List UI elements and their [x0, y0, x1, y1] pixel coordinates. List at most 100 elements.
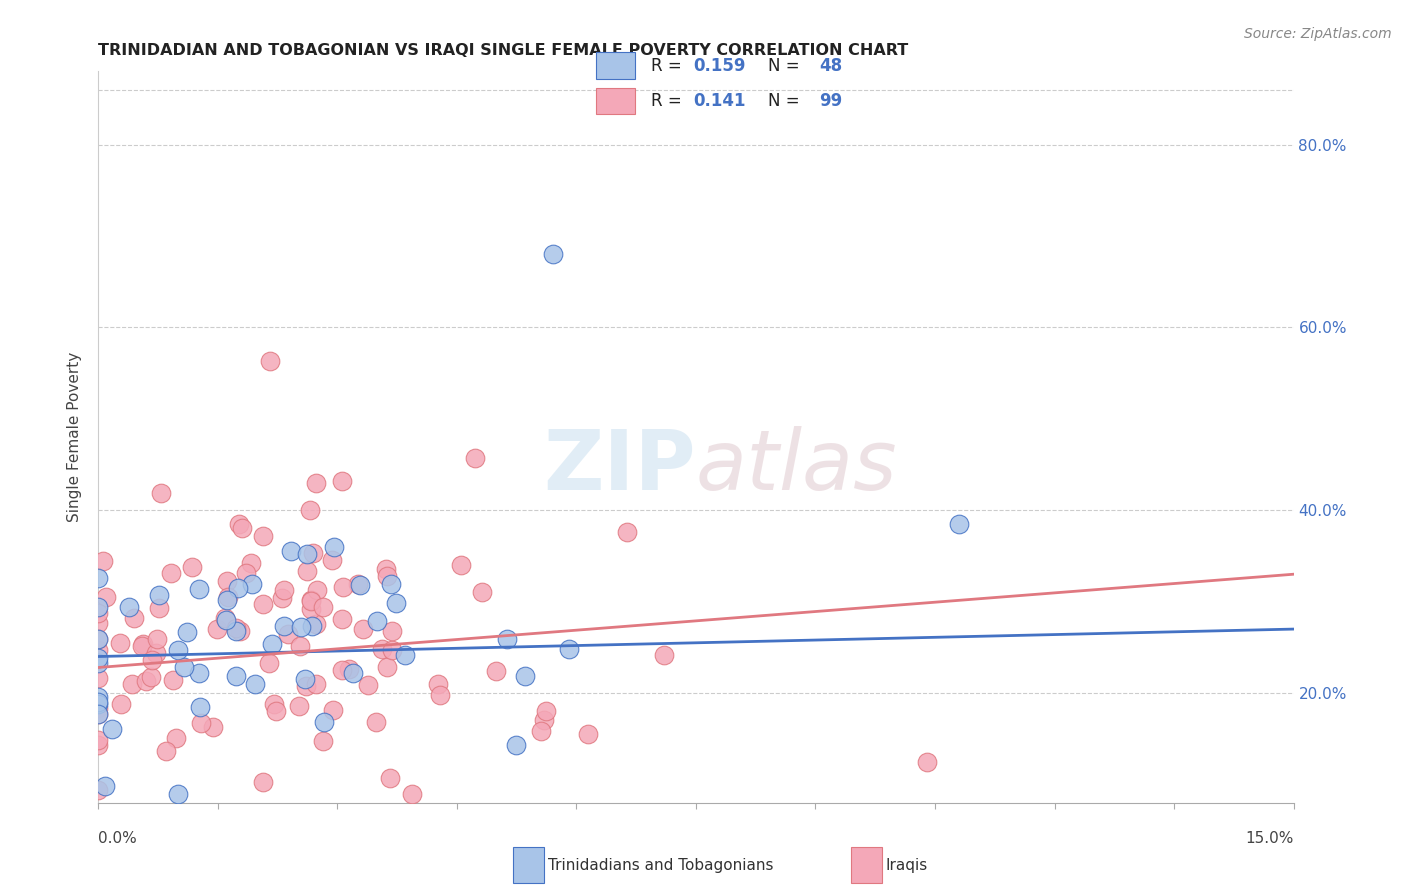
Point [380, 577, 402, 591]
Point [273, 618, 295, 632]
Point [305, 476, 328, 491]
Point [330, 663, 353, 677]
Text: 0.0%: 0.0% [98, 831, 138, 846]
Point [287, 699, 309, 714]
Point [374, 562, 396, 576]
Point [298, 502, 321, 516]
Point [217, 591, 239, 605]
Point [252, 529, 274, 543]
Point [110, 697, 132, 711]
Point [277, 627, 299, 641]
Point [257, 657, 280, 671]
Point [188, 700, 211, 714]
Point [240, 576, 263, 591]
Point [464, 450, 486, 465]
Point [322, 540, 344, 554]
Point [263, 697, 285, 711]
Point [87, 739, 110, 753]
Point [165, 731, 187, 746]
Point [87, 732, 110, 747]
Point [347, 577, 370, 591]
Point [541, 247, 564, 261]
Point [375, 569, 398, 583]
Point [87, 782, 110, 797]
Point [375, 660, 398, 674]
Point [366, 614, 388, 628]
Point [471, 584, 494, 599]
Point [87, 571, 110, 585]
Point [150, 486, 173, 500]
Point [229, 624, 252, 639]
Point [215, 613, 238, 627]
Point [188, 666, 211, 681]
Text: Source: ZipAtlas.com: Source: ZipAtlas.com [1244, 27, 1392, 41]
Point [91, 553, 114, 567]
Point [515, 669, 537, 683]
Point [162, 673, 184, 687]
Point [299, 594, 322, 608]
Point [226, 581, 249, 595]
Point [312, 600, 335, 615]
Point [215, 574, 238, 589]
Point [87, 690, 110, 704]
Text: 0.159: 0.159 [693, 57, 747, 75]
Point [401, 787, 423, 801]
Text: R =: R = [651, 57, 688, 75]
Point [141, 653, 163, 667]
Text: Trinidadians and Tobagonians: Trinidadians and Tobagonians [548, 858, 773, 872]
FancyBboxPatch shape [596, 52, 636, 78]
Text: R =: R = [651, 92, 688, 110]
Point [342, 666, 364, 681]
Point [207, 622, 229, 636]
Point [225, 621, 247, 635]
Point [294, 672, 316, 686]
Point [496, 632, 519, 646]
Point [290, 620, 312, 634]
Point [173, 659, 195, 673]
Point [87, 698, 110, 712]
Point [558, 642, 581, 657]
Point [121, 677, 143, 691]
Point [349, 578, 371, 592]
Point [273, 583, 295, 598]
Point [252, 775, 274, 789]
Point [322, 703, 344, 717]
Point [225, 669, 247, 683]
Point [305, 617, 328, 632]
Point [225, 624, 247, 639]
Point [87, 632, 110, 646]
Text: atlas: atlas [696, 425, 897, 507]
Text: 0.141: 0.141 [693, 92, 747, 110]
Point [148, 588, 170, 602]
Point [176, 624, 198, 639]
Point [166, 642, 188, 657]
Point [330, 474, 353, 488]
Point [321, 552, 343, 566]
Point [202, 720, 225, 734]
Point [190, 716, 212, 731]
Point [394, 648, 416, 662]
Point [252, 597, 274, 611]
Point [301, 619, 323, 633]
Point [132, 636, 155, 650]
Point [239, 556, 262, 570]
Point [87, 671, 110, 685]
Point [118, 600, 141, 615]
Text: TRINIDADIAN AND TOBAGONIAN VS IRAQI SINGLE FEMALE POVERTY CORRELATION CHART: TRINIDADIAN AND TOBAGONIAN VS IRAQI SING… [98, 43, 908, 58]
Text: 48: 48 [820, 57, 842, 75]
Point [87, 706, 110, 721]
Point [94, 779, 117, 793]
Point [299, 593, 322, 607]
Point [181, 560, 204, 574]
Point [87, 706, 110, 721]
Text: N =: N = [768, 92, 804, 110]
Point [245, 677, 267, 691]
Point [231, 520, 253, 534]
Point [135, 674, 157, 689]
Point [139, 670, 162, 684]
Point [332, 580, 354, 594]
Point [87, 643, 110, 657]
Point [381, 643, 404, 657]
Point [259, 354, 281, 368]
Point [87, 656, 110, 670]
